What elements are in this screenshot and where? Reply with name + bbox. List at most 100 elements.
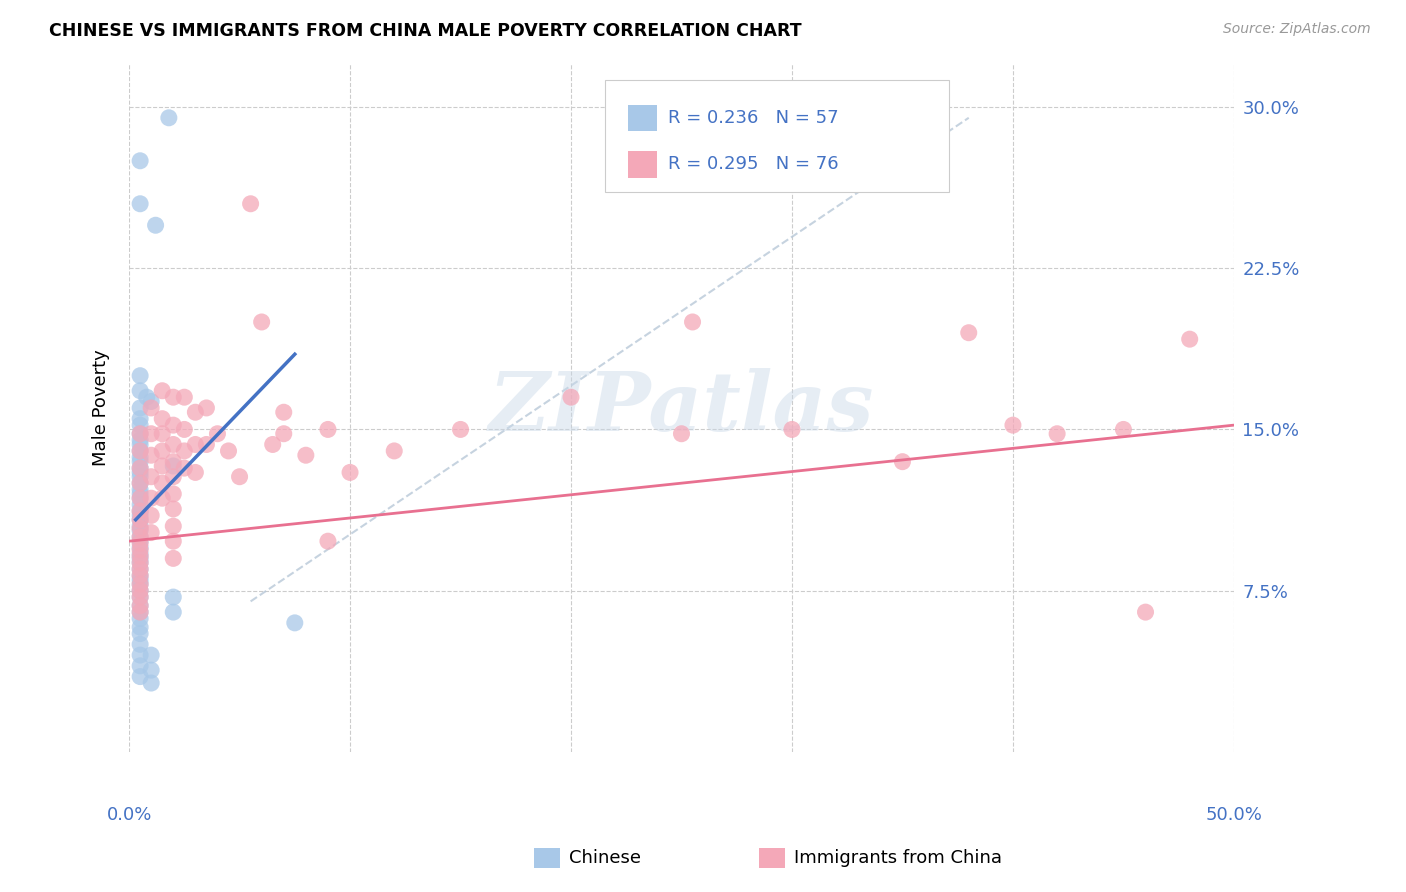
Point — [957, 326, 980, 340]
Point — [141, 448, 163, 462]
Point — [150, 426, 173, 441]
Point — [129, 504, 152, 518]
Point — [150, 476, 173, 491]
Point — [129, 437, 152, 451]
Point — [129, 568, 152, 582]
Point — [184, 437, 207, 451]
Point — [1001, 418, 1024, 433]
Point — [129, 590, 152, 604]
Point — [150, 411, 173, 425]
Point — [141, 663, 163, 677]
Point — [129, 547, 152, 561]
Point — [129, 476, 152, 491]
Point — [250, 315, 273, 329]
Point — [173, 422, 195, 436]
Point — [195, 437, 218, 451]
Point — [141, 426, 163, 441]
Point — [129, 524, 152, 538]
Point — [129, 461, 152, 475]
Point — [129, 418, 152, 433]
Point — [173, 461, 195, 475]
Point — [129, 605, 152, 619]
Point — [129, 648, 152, 662]
Point — [262, 437, 284, 451]
Point — [891, 455, 914, 469]
Point — [129, 670, 152, 684]
Point — [129, 487, 152, 501]
Point — [1135, 605, 1157, 619]
Point — [195, 401, 218, 415]
Point — [129, 530, 152, 544]
Point — [316, 534, 339, 549]
Point — [228, 469, 250, 483]
Point — [150, 491, 173, 506]
Point — [162, 487, 184, 501]
Point — [141, 525, 163, 540]
Point — [129, 196, 152, 211]
Point — [129, 590, 152, 604]
Point — [173, 390, 195, 404]
Point — [129, 153, 152, 168]
Point — [671, 426, 693, 441]
Point — [129, 577, 152, 591]
Point — [162, 418, 184, 433]
Point — [150, 384, 173, 398]
Point — [129, 476, 152, 491]
Point — [162, 519, 184, 533]
Point — [129, 444, 152, 458]
Point — [141, 648, 163, 662]
Point — [162, 469, 184, 483]
Point — [207, 426, 229, 441]
Point — [141, 401, 163, 415]
Point — [129, 562, 152, 576]
Point — [1046, 426, 1069, 441]
Point — [129, 583, 152, 598]
Point — [129, 573, 152, 587]
Point — [141, 508, 163, 523]
Point — [129, 513, 152, 527]
Point — [141, 491, 163, 506]
Point — [295, 448, 318, 462]
Point — [129, 577, 152, 591]
Point — [339, 466, 361, 480]
Point — [316, 422, 339, 436]
Point — [129, 508, 152, 523]
Point — [1112, 422, 1135, 436]
Point — [162, 458, 184, 473]
Point — [780, 422, 803, 436]
Point — [157, 111, 180, 125]
Point — [129, 605, 152, 619]
Text: Immigrants from China: Immigrants from China — [794, 849, 1002, 867]
Point — [129, 549, 152, 564]
Point — [129, 491, 152, 506]
Point — [1178, 332, 1201, 346]
Point — [141, 394, 163, 409]
Point — [129, 534, 152, 549]
Point — [129, 658, 152, 673]
Point — [145, 219, 167, 233]
Point — [239, 196, 262, 211]
Text: R = 0.236   N = 57: R = 0.236 N = 57 — [668, 109, 838, 127]
Point — [129, 450, 152, 465]
Text: CHINESE VS IMMIGRANTS FROM CHINA MALE POVERTY CORRELATION CHART: CHINESE VS IMMIGRANTS FROM CHINA MALE PO… — [49, 22, 801, 40]
Point — [129, 599, 152, 613]
Point — [173, 444, 195, 458]
Point — [129, 455, 152, 469]
Point — [129, 542, 152, 557]
Point — [135, 390, 157, 404]
Point — [129, 536, 152, 550]
Y-axis label: Male Poverty: Male Poverty — [93, 350, 110, 467]
Point — [129, 556, 152, 570]
Point — [129, 620, 152, 634]
Text: R = 0.295   N = 76: R = 0.295 N = 76 — [668, 155, 838, 173]
Point — [129, 551, 152, 566]
Point — [184, 405, 207, 419]
Point — [682, 315, 704, 329]
Point — [450, 422, 472, 436]
Point — [162, 590, 184, 604]
Point — [218, 444, 240, 458]
Point — [129, 568, 152, 582]
Point — [382, 444, 405, 458]
Text: 50.0%: 50.0% — [1205, 805, 1263, 823]
Point — [129, 483, 152, 497]
